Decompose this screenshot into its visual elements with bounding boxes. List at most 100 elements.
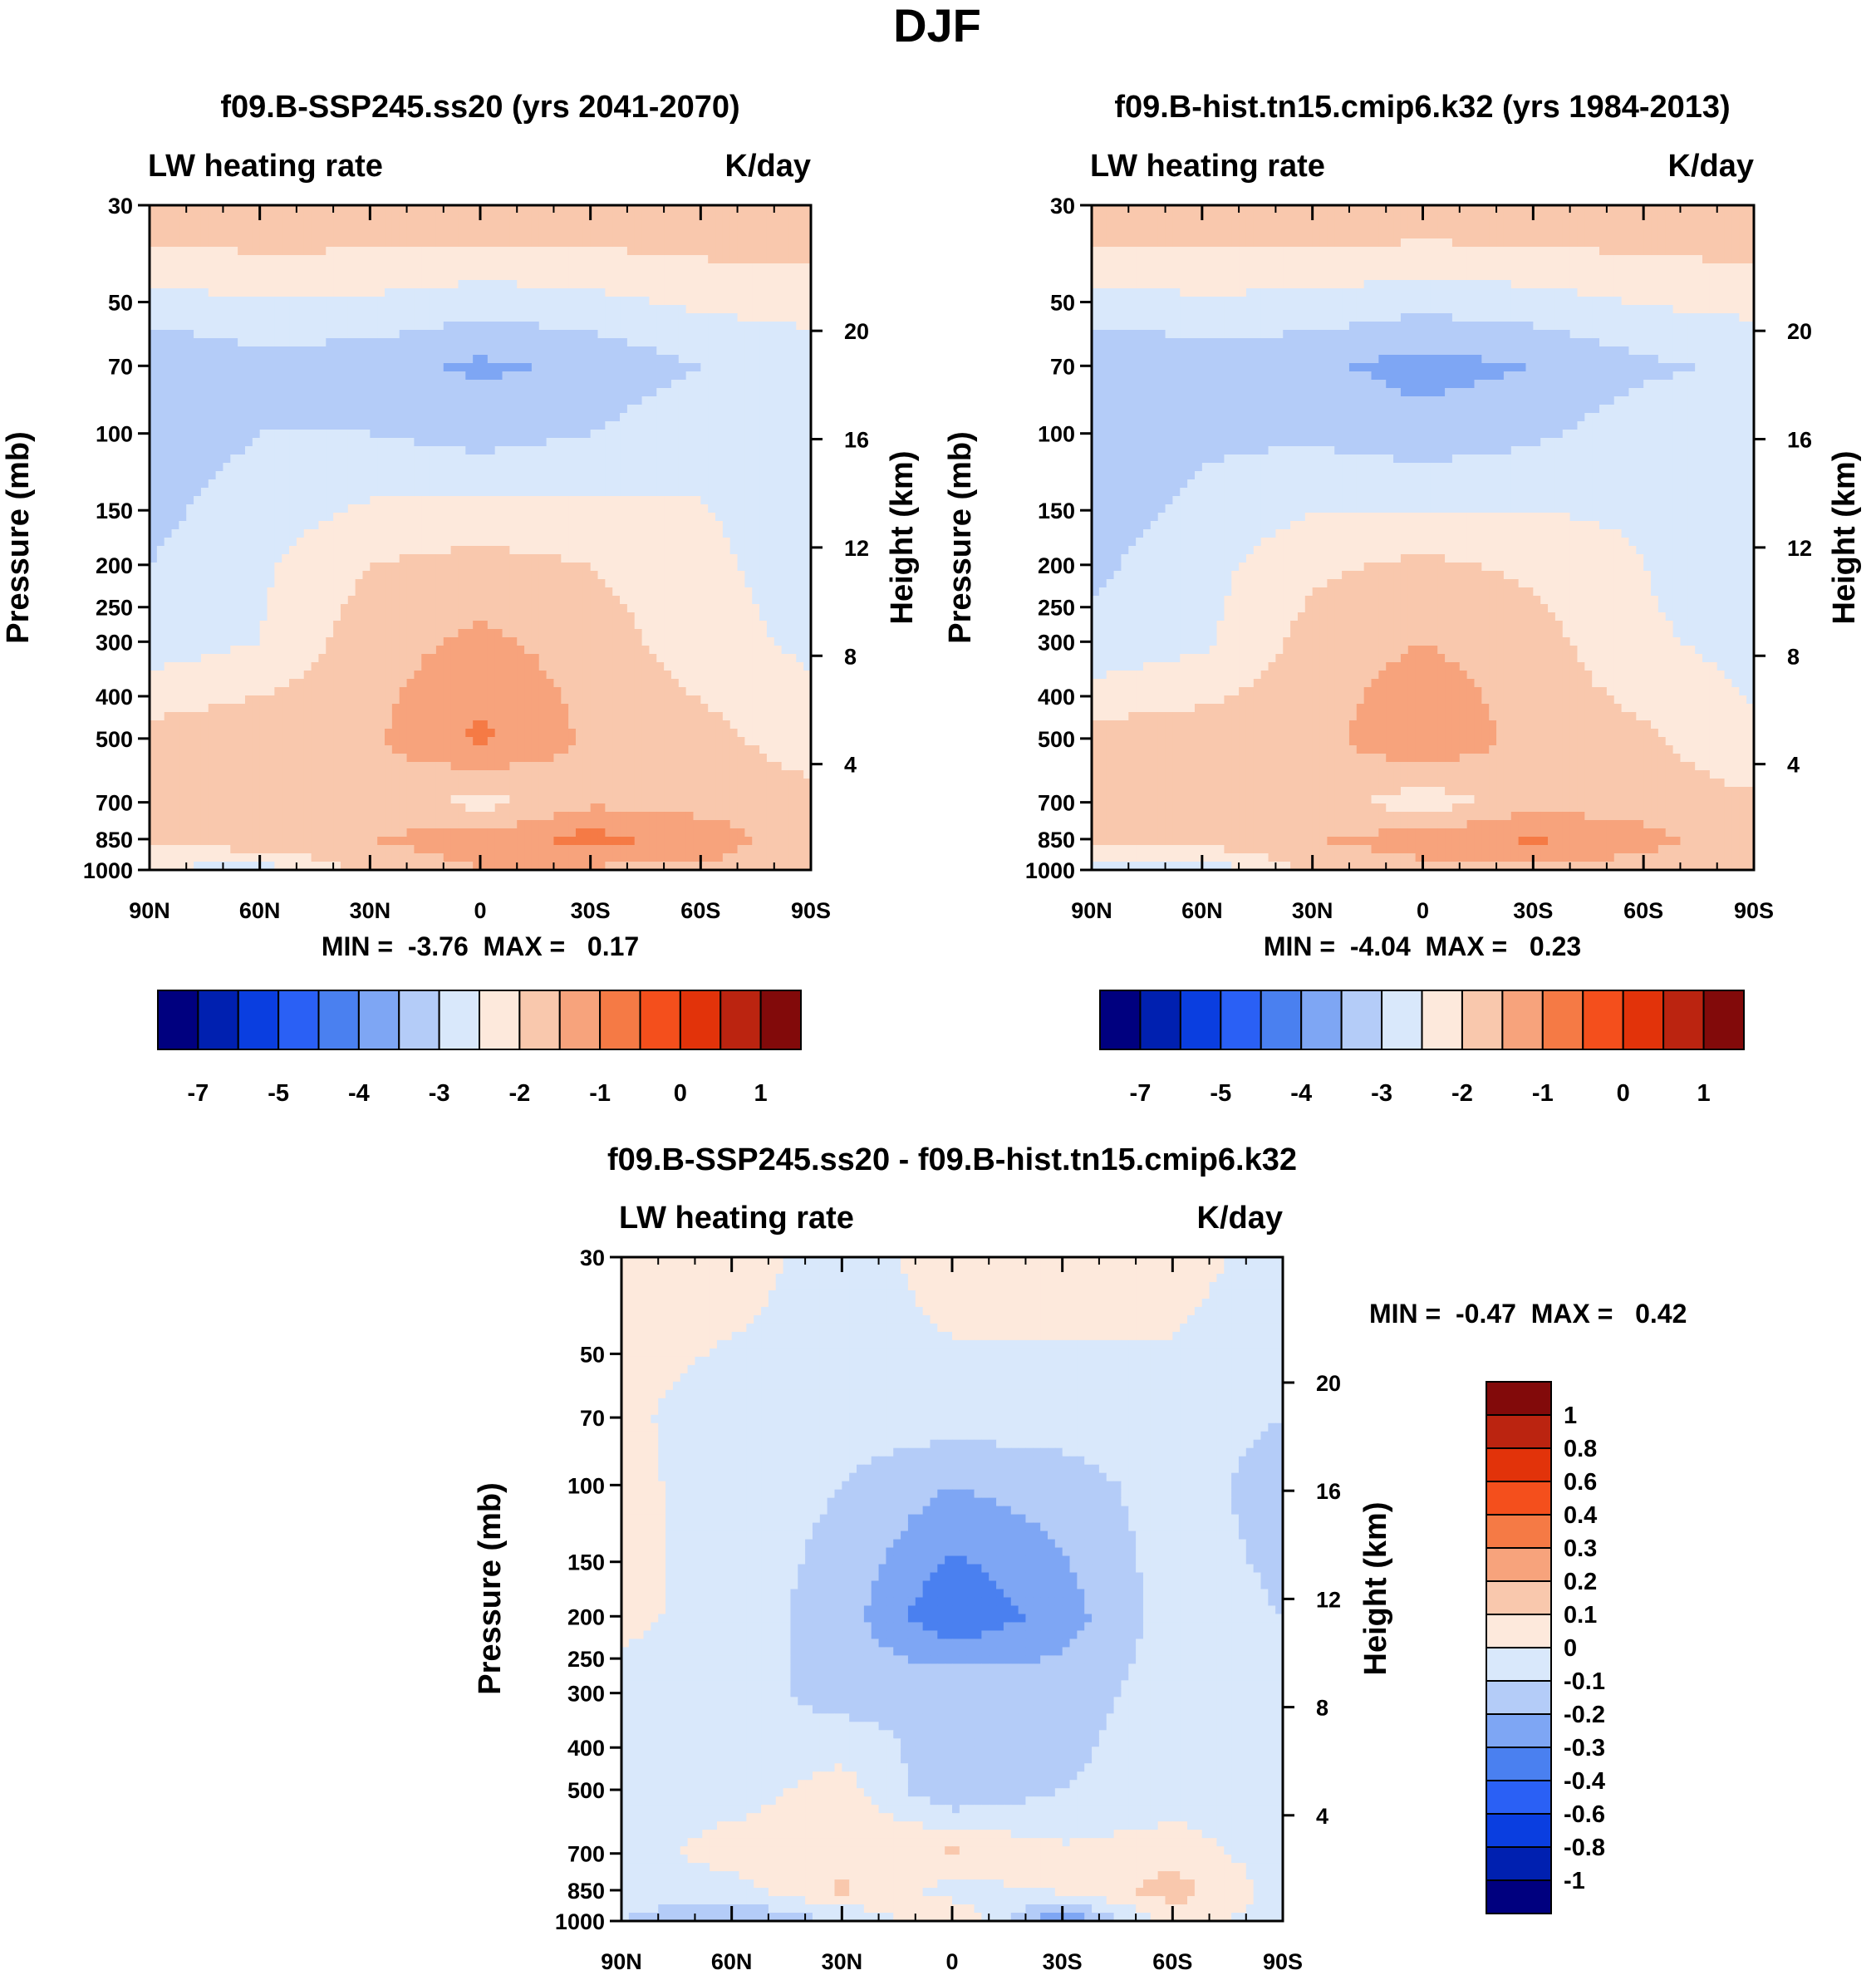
panel1-cell [670, 230, 680, 239]
panel1-cell [752, 488, 760, 497]
panel1-cell [788, 263, 797, 273]
panel1-cell [252, 214, 261, 223]
panel1-cell [708, 255, 716, 264]
panel1-cell [450, 214, 459, 223]
panel1-cell [370, 571, 378, 580]
panel1-cell [370, 546, 378, 555]
panel1-cell [531, 413, 540, 422]
panel1-cell [670, 380, 680, 389]
panel1-cell [238, 554, 246, 563]
panel1-cell [385, 554, 393, 563]
panel1-cell [252, 637, 261, 646]
panel1-cell [685, 504, 695, 513]
panel1-cell [429, 471, 437, 480]
panel1-cell [296, 405, 305, 414]
panel1-cell [274, 413, 282, 422]
panel1-cell [252, 579, 261, 588]
panel1-cell [340, 587, 349, 597]
panel1-cell [435, 446, 444, 455]
panel1-cell [377, 280, 386, 289]
panel1-cell [737, 504, 745, 513]
panel1-cell [796, 488, 804, 497]
panel1-cell [282, 538, 290, 547]
panel1-cell [326, 629, 334, 638]
panel1-cell [553, 297, 562, 306]
panel1-cell [531, 313, 540, 322]
panel1-cell [186, 463, 194, 472]
panel1-cell [612, 538, 621, 547]
panel1-cell [700, 205, 709, 214]
panel1-cell [620, 454, 628, 464]
panel1-cell [766, 388, 775, 397]
panel1-cell [267, 554, 275, 563]
panel1-cell [347, 330, 356, 339]
panel1-cell [311, 587, 320, 597]
panel1-cell [575, 463, 584, 472]
panel1-cell [458, 563, 466, 572]
panel1-cell [670, 546, 680, 555]
panel1-cell [406, 646, 415, 655]
panel1-cell [385, 538, 393, 547]
panel1-cell [267, 463, 275, 472]
panel1-cell [171, 554, 179, 563]
panel1-cell [700, 214, 709, 223]
panel1-cell [656, 263, 665, 273]
panel1-cell [465, 571, 474, 580]
panel1-cell [311, 612, 320, 622]
panel1-cell [289, 529, 297, 538]
panel1-cell [803, 538, 811, 547]
panel1-subtitle-left: LW heating rate [148, 149, 383, 184]
panel1-cell [200, 579, 209, 588]
panel1-cell [788, 280, 797, 289]
panel1-cell [230, 621, 238, 630]
panel1-cell [531, 604, 540, 613]
panel1-cell [502, 538, 510, 547]
panel1-cell [752, 288, 760, 297]
panel1-cell [605, 596, 613, 605]
panel1-cell [626, 371, 636, 381]
panel1-cell [150, 554, 158, 563]
panel1-cell [620, 214, 628, 223]
panel1-cell [289, 430, 297, 439]
panel1-cell [244, 529, 253, 538]
panel1-cell [803, 230, 811, 239]
panel1-cell [737, 546, 745, 555]
panel1-cell [282, 513, 290, 522]
panel1-cell [678, 355, 687, 364]
panel1-cell [693, 546, 701, 555]
panel1-cell [391, 513, 400, 522]
panel1-cell [289, 646, 297, 655]
panel1-cell [553, 471, 562, 480]
panel1-cell [664, 563, 672, 572]
panel1-cell [546, 255, 555, 264]
panel1-cell [200, 355, 209, 364]
panel1-cell [355, 596, 364, 605]
panel1-cell [612, 330, 621, 339]
panel1-cell [289, 521, 297, 530]
panel1-cell [715, 529, 724, 538]
panel1-cell [311, 280, 320, 289]
panel1-cell [626, 305, 636, 314]
panel1-cell [649, 621, 657, 630]
panel1-cell [605, 288, 613, 297]
panel1-cell [465, 479, 474, 489]
panel1-cell [171, 654, 179, 663]
panel1-cell [311, 305, 320, 314]
panel1-cell [561, 438, 569, 447]
panel1-cell [766, 471, 775, 480]
panel1-cell [252, 538, 261, 547]
panel1-cell [296, 297, 305, 306]
panel1-cell [722, 504, 731, 513]
panel1-cell [582, 637, 592, 646]
panel1-cell [223, 496, 231, 505]
panel1-cell [494, 521, 503, 530]
panel1-cell [582, 247, 592, 256]
panel1-cell [590, 554, 599, 563]
panel1-cell [223, 629, 231, 638]
panel1-cell [509, 313, 518, 322]
panel1-cell [722, 430, 731, 439]
panel1-cell [458, 288, 466, 297]
panel1-cell [435, 629, 444, 638]
panel1-cell [296, 529, 305, 538]
panel1-cell [582, 529, 592, 538]
